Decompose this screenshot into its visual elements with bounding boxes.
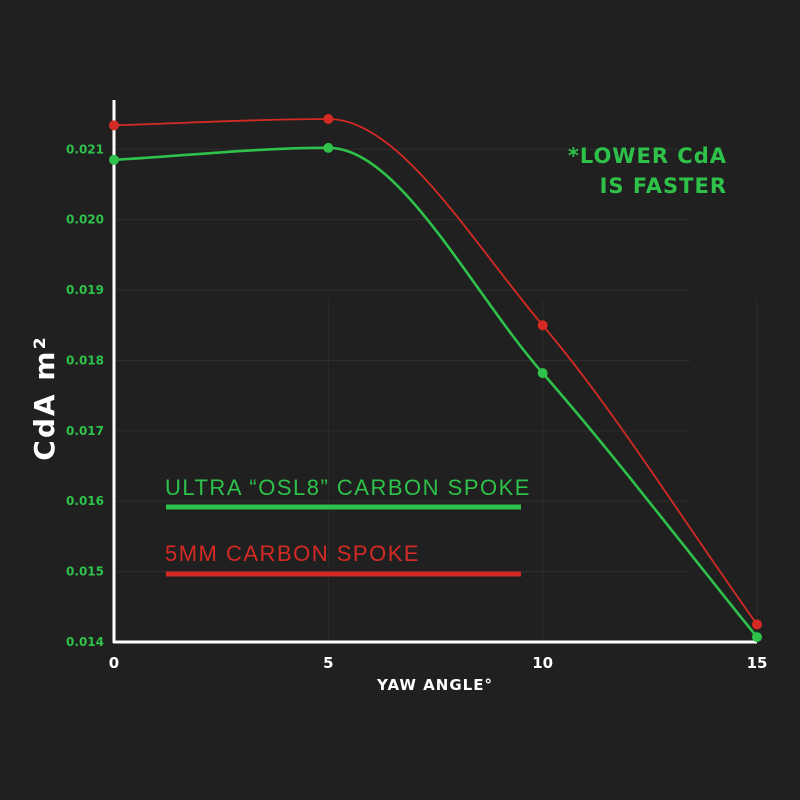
data-point-osl8 (109, 154, 119, 165)
data-points (109, 114, 762, 643)
lower-cda-note: *LOWER CdA IS FASTER (568, 144, 727, 198)
y-tick-label: 0.019 (66, 283, 104, 297)
y-tick-label: 0.020 (66, 213, 104, 227)
y-tick-label: 0.018 (66, 353, 104, 367)
series-curves (113, 118, 759, 638)
y-tick-labels: 0.014 0.015 0.016 0.017 0.018 0.019 0.020 0.021 (66, 142, 104, 649)
series-line-osl8 (113, 146, 759, 638)
x-tick-label: 10 (532, 654, 553, 672)
data-point-5mm (752, 619, 762, 630)
y-tick-label: 0.016 (66, 494, 104, 508)
y-tick-label: 0.015 (66, 565, 104, 579)
axes (112, 100, 757, 644)
x-axis-title: YAW ANGLE° (376, 676, 493, 694)
note-line-2: IS FASTER (600, 174, 727, 198)
data-point-5mm (537, 320, 548, 331)
x-tick-label: 5 (323, 654, 333, 672)
y-tick-label: 0.014 (66, 635, 104, 649)
note-line-1: *LOWER CdA (568, 144, 727, 168)
y-axis-title: CdA m² (28, 335, 61, 460)
legend: ULTRA “OSL8” CARBON SPOKE 5MM CARBON SPO… (165, 475, 531, 577)
series-line-5mm (113, 118, 758, 625)
legend-label-osl8: ULTRA “OSL8” CARBON SPOKE (165, 475, 531, 500)
x-tick-labels: 0 5 10 15 (109, 654, 768, 672)
data-point-osl8 (323, 142, 334, 153)
grid-lines (114, 148, 758, 642)
x-tick-label: 0 (109, 654, 119, 672)
x-tick-label: 15 (747, 654, 768, 672)
legend-label-5mm: 5MM CARBON SPOKE (165, 541, 420, 566)
data-point-5mm (109, 120, 119, 131)
data-point-osl8 (537, 368, 548, 379)
y-tick-label: 0.021 (66, 142, 104, 156)
y-tick-label: 0.017 (66, 424, 104, 438)
data-point-5mm (323, 114, 334, 125)
data-point-osl8 (752, 632, 762, 643)
